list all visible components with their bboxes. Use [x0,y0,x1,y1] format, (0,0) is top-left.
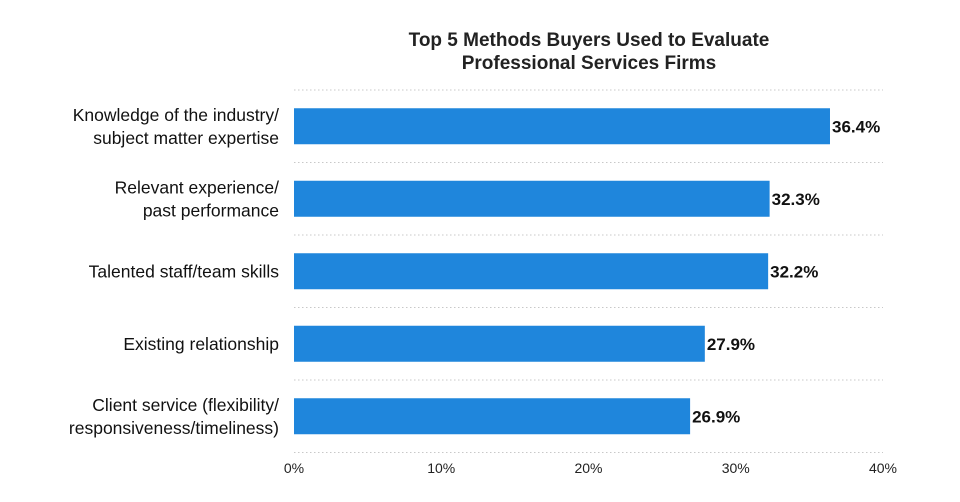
value-label: 36.4% [832,117,880,136]
x-tick-label: 0% [284,460,304,476]
category-label: past performance [143,200,279,220]
x-tick-label: 20% [574,460,602,476]
bar [294,180,770,217]
bar [294,253,769,290]
bar [294,398,691,435]
value-label: 27.9% [707,335,755,354]
x-tick-label: 10% [427,460,455,476]
chart-title: Top 5 Methods Buyers Used to EvaluatePro… [409,30,770,74]
bars [294,108,830,435]
category-label: Knowledge of the industry/ [73,105,279,125]
x-axis-ticks: 0% 10% 20% 30% 40% [284,460,897,476]
x-tick-label: 30% [722,460,750,476]
x-tick-label: 40% [869,460,897,476]
category-label: Relevant experience/ [115,177,280,197]
bar [294,108,830,145]
bar [294,325,705,362]
value-label: 32.3% [772,190,820,209]
category-labels: Knowledge of the industry/subject matter… [69,105,279,438]
category-label: Talented staff/team skills [89,261,280,281]
chart-title-line: Professional Services Firms [462,53,717,74]
value-labels: 36.4% 32.3% 32.2% 27.9% 26.9% [692,117,880,426]
category-label: responsiveness/timeliness) [69,418,279,438]
category-label: Existing relationship [123,334,279,354]
category-label: subject matter expertise [93,128,279,148]
category-label: Client service (flexibility/ [92,395,279,415]
value-label: 26.9% [692,407,740,426]
chart-title-line: Top 5 Methods Buyers Used to Evaluate [409,30,770,51]
value-label: 32.2% [770,262,818,281]
